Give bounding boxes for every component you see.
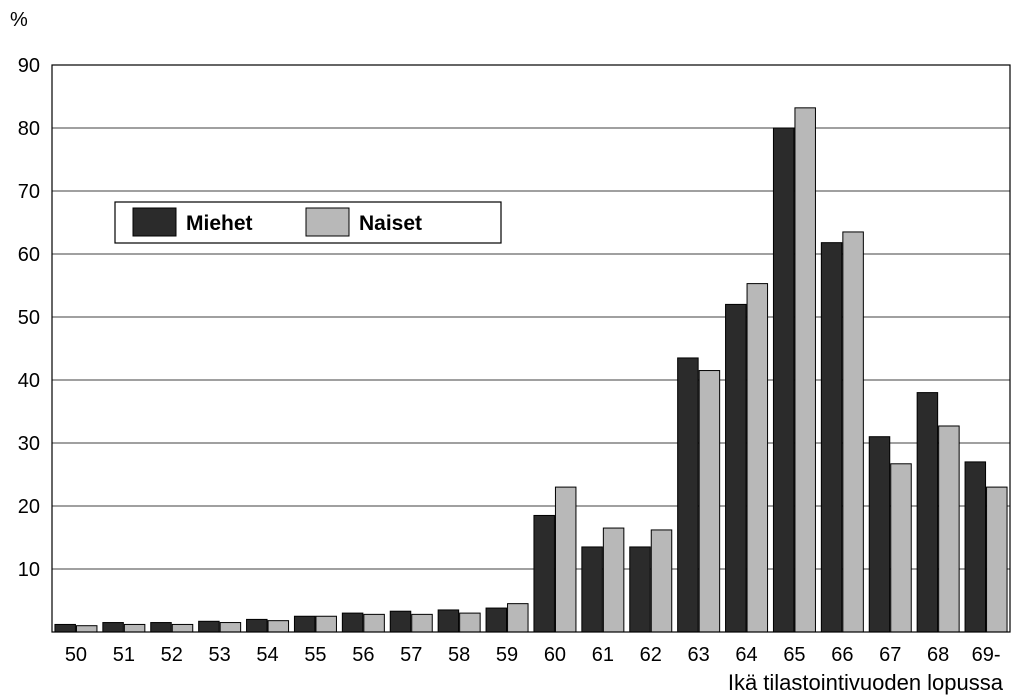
x-tick-label: 66 bbox=[831, 644, 853, 666]
bar-naiset-61 bbox=[602, 527, 625, 633]
legend-label-naiset: Naiset bbox=[359, 212, 422, 235]
x-tick-label: 68 bbox=[927, 644, 949, 666]
bar-naiset-51 bbox=[123, 623, 146, 633]
bar-miehet-56 bbox=[341, 612, 364, 633]
legend-swatch-miehet bbox=[132, 207, 177, 237]
y-tick-label: 40 bbox=[18, 370, 40, 392]
bar-miehet-66 bbox=[820, 242, 843, 633]
plot-frame bbox=[51, 64, 1011, 633]
x-tick-label: 56 bbox=[352, 644, 374, 666]
bar-miehet-65 bbox=[772, 127, 795, 633]
bar-naiset-62 bbox=[650, 529, 673, 633]
x-axis-title: Ikä tilastointivuoden lopussa bbox=[728, 670, 1004, 695]
bar-naiset-54 bbox=[267, 620, 290, 633]
x-tick-label: 54 bbox=[256, 644, 278, 666]
bar-naiset-53 bbox=[219, 622, 242, 633]
bar-miehet-58 bbox=[437, 609, 460, 633]
x-tick-label: 57 bbox=[400, 644, 422, 666]
bar-naiset-52 bbox=[171, 623, 194, 633]
legend: Miehet Naiset bbox=[114, 201, 502, 244]
bar-miehet-55 bbox=[293, 615, 316, 633]
y-tick-label: 80 bbox=[18, 118, 40, 140]
bar-miehet-60 bbox=[533, 514, 555, 633]
bar-naiset-66 bbox=[842, 231, 864, 633]
legend-label-miehet: Miehet bbox=[186, 212, 253, 235]
y-tick-label: 20 bbox=[18, 496, 40, 518]
bar-miehet-50 bbox=[54, 623, 76, 633]
bar-miehet-68 bbox=[916, 392, 939, 633]
x-tick-label: 65 bbox=[783, 644, 805, 666]
bar-miehet-51 bbox=[102, 622, 124, 633]
x-tick-label: 67 bbox=[879, 644, 901, 666]
y-tick-label: 50 bbox=[18, 307, 40, 329]
legend-swatch-naiset bbox=[305, 207, 350, 237]
bar-miehet-61 bbox=[581, 546, 603, 633]
x-tick-label: 51 bbox=[113, 644, 135, 666]
bar-miehet-62 bbox=[629, 546, 651, 633]
y-tick-label: 10 bbox=[18, 559, 40, 581]
bar-naiset-69 bbox=[986, 486, 1008, 633]
bar-miehet-69 bbox=[964, 461, 987, 633]
bar-miehet-64 bbox=[725, 303, 747, 633]
bar-miehet-63 bbox=[677, 357, 699, 633]
x-tick-label: 58 bbox=[448, 644, 470, 666]
bar-naiset-60 bbox=[554, 486, 577, 633]
x-tick-label: 63 bbox=[688, 644, 710, 666]
bar-miehet-57 bbox=[389, 610, 412, 633]
bar-naiset-63 bbox=[698, 370, 721, 633]
bar-miehet-52 bbox=[150, 622, 172, 633]
x-tick-label: 53 bbox=[209, 644, 231, 666]
bar-naiset-50 bbox=[75, 625, 98, 633]
bar-naiset-59 bbox=[507, 603, 529, 633]
y-tick-label: 30 bbox=[18, 433, 40, 455]
bar-naiset-57 bbox=[411, 613, 433, 633]
x-tick-label: 64 bbox=[735, 644, 757, 666]
bar-naiset-58 bbox=[459, 612, 481, 633]
bar-naiset-64 bbox=[746, 283, 769, 633]
y-tick-label: 60 bbox=[18, 244, 40, 266]
bar-miehet-59 bbox=[485, 607, 508, 633]
y-tick-label: 70 bbox=[18, 181, 40, 203]
bar-naiset-67 bbox=[890, 463, 912, 633]
bar-naiset-68 bbox=[938, 425, 960, 633]
bar-miehet-67 bbox=[868, 436, 891, 633]
bar-miehet-54 bbox=[246, 618, 268, 633]
x-tick-label: 61 bbox=[592, 644, 614, 666]
x-tick-label: 60 bbox=[544, 644, 566, 666]
y-axis-ticks: 10 20 30 40 50 60 70 80 90 bbox=[18, 55, 40, 581]
bar-naiset-56 bbox=[363, 613, 385, 633]
x-tick-label: 50 bbox=[65, 644, 87, 666]
x-tick-label: 69- bbox=[972, 644, 1001, 666]
x-tick-label: 55 bbox=[304, 644, 326, 666]
gridlines bbox=[52, 127, 1010, 570]
x-tick-label: 59 bbox=[496, 644, 518, 666]
bar-miehet-53 bbox=[198, 620, 220, 633]
bars bbox=[54, 107, 1008, 633]
y-unit-label: % bbox=[10, 9, 28, 31]
x-tick-label: 62 bbox=[640, 644, 662, 666]
x-axis-ticks: 50 51 52 53 54 55 56 57 58 59 60 61 62 63 64 65 66 67 68 69… bbox=[65, 644, 1001, 666]
bar-naiset-65 bbox=[794, 107, 816, 633]
y-tick-label: 90 bbox=[18, 55, 40, 77]
bar-naiset-55 bbox=[315, 615, 337, 633]
x-tick-label: 52 bbox=[161, 644, 183, 666]
